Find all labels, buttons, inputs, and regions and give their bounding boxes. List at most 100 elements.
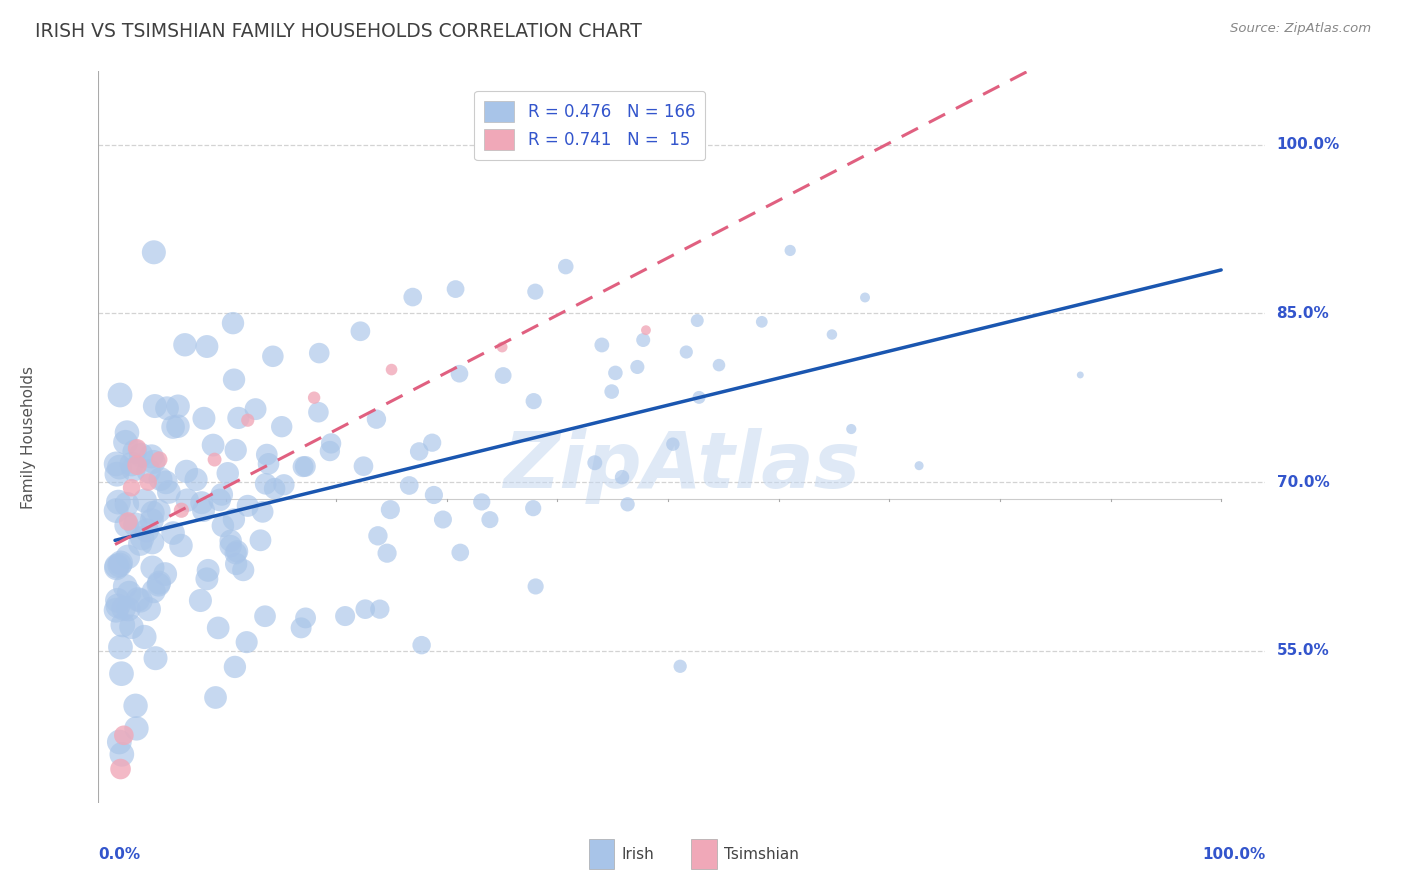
Point <box>616 497 638 511</box>
Point <box>626 359 648 374</box>
Point <box>114 579 136 593</box>
Point <box>176 464 198 478</box>
Point <box>225 546 247 560</box>
Point <box>148 452 170 467</box>
Point <box>319 444 342 458</box>
Point <box>148 577 170 591</box>
Point <box>134 493 156 508</box>
Point <box>270 419 292 434</box>
Point <box>193 503 215 517</box>
Point <box>411 638 433 652</box>
Point <box>112 601 135 615</box>
Point <box>142 245 165 260</box>
Point <box>821 327 844 342</box>
Point <box>176 493 198 508</box>
Point <box>184 473 207 487</box>
Point <box>112 728 135 742</box>
Point <box>136 475 159 489</box>
Point <box>148 504 170 518</box>
Point <box>208 492 231 507</box>
Point <box>444 282 467 296</box>
Point <box>449 545 471 559</box>
Point <box>349 324 371 338</box>
Point <box>110 556 132 570</box>
Text: 100.0%: 100.0% <box>1277 137 1340 152</box>
Point <box>779 244 801 258</box>
Legend: R = 0.476   N = 166, R = 0.741   N =  15: R = 0.476 N = 166, R = 0.741 N = 15 <box>474 91 706 161</box>
Point <box>368 602 391 616</box>
Point <box>257 457 280 471</box>
Point <box>195 572 218 586</box>
Point <box>115 518 138 533</box>
Point <box>118 586 141 600</box>
Point <box>292 459 315 474</box>
Point <box>398 478 420 492</box>
Point <box>153 567 176 582</box>
Point <box>236 499 259 513</box>
Point <box>204 690 226 705</box>
Point <box>226 544 249 558</box>
Point <box>129 537 152 551</box>
Point <box>121 481 143 495</box>
Point <box>402 290 425 304</box>
Point <box>105 561 128 575</box>
Text: 55.0%: 55.0% <box>1277 643 1329 658</box>
Point <box>108 558 131 572</box>
Point <box>108 735 131 749</box>
Point <box>142 584 165 599</box>
Point <box>114 435 136 450</box>
Point <box>167 419 190 434</box>
Point <box>423 488 446 502</box>
Point <box>224 660 246 674</box>
Point <box>688 391 710 405</box>
Point <box>308 346 330 360</box>
Point <box>157 485 180 500</box>
Point <box>122 462 145 476</box>
Point <box>380 502 402 516</box>
Point <box>127 442 149 456</box>
Point <box>228 411 250 425</box>
Point <box>149 472 172 486</box>
Point <box>853 290 876 304</box>
Point <box>523 394 546 409</box>
Text: Tsimshian: Tsimshian <box>724 847 799 862</box>
Point <box>319 436 342 450</box>
Point <box>217 467 239 481</box>
Point <box>110 762 132 776</box>
Point <box>131 531 153 545</box>
Point <box>249 533 271 548</box>
Point <box>219 539 242 553</box>
Point <box>631 333 654 347</box>
Point <box>141 560 163 574</box>
Point <box>908 458 931 473</box>
Point <box>134 630 156 644</box>
Point <box>129 448 152 462</box>
Text: 85.0%: 85.0% <box>1277 306 1329 321</box>
Point <box>669 659 692 673</box>
Point <box>492 368 515 383</box>
Point <box>170 539 193 553</box>
Point <box>432 512 454 526</box>
Point <box>367 529 389 543</box>
Text: 100.0%: 100.0% <box>1202 847 1265 862</box>
Point <box>202 438 225 452</box>
Point <box>155 475 177 490</box>
Point <box>148 575 170 590</box>
Point <box>138 602 160 616</box>
Point <box>117 549 139 564</box>
Text: Source: ZipAtlas.com: Source: ZipAtlas.com <box>1230 22 1371 36</box>
Point <box>121 457 143 471</box>
Point <box>751 315 773 329</box>
Point <box>124 698 146 713</box>
FancyBboxPatch shape <box>692 839 717 869</box>
Point <box>190 593 212 607</box>
Point <box>380 362 402 376</box>
Point <box>252 505 274 519</box>
Text: Irish: Irish <box>621 847 654 862</box>
Point <box>211 487 233 501</box>
Point <box>408 444 430 458</box>
Point <box>605 366 627 380</box>
Point <box>117 515 139 529</box>
Point <box>307 405 329 419</box>
Point <box>600 384 623 399</box>
